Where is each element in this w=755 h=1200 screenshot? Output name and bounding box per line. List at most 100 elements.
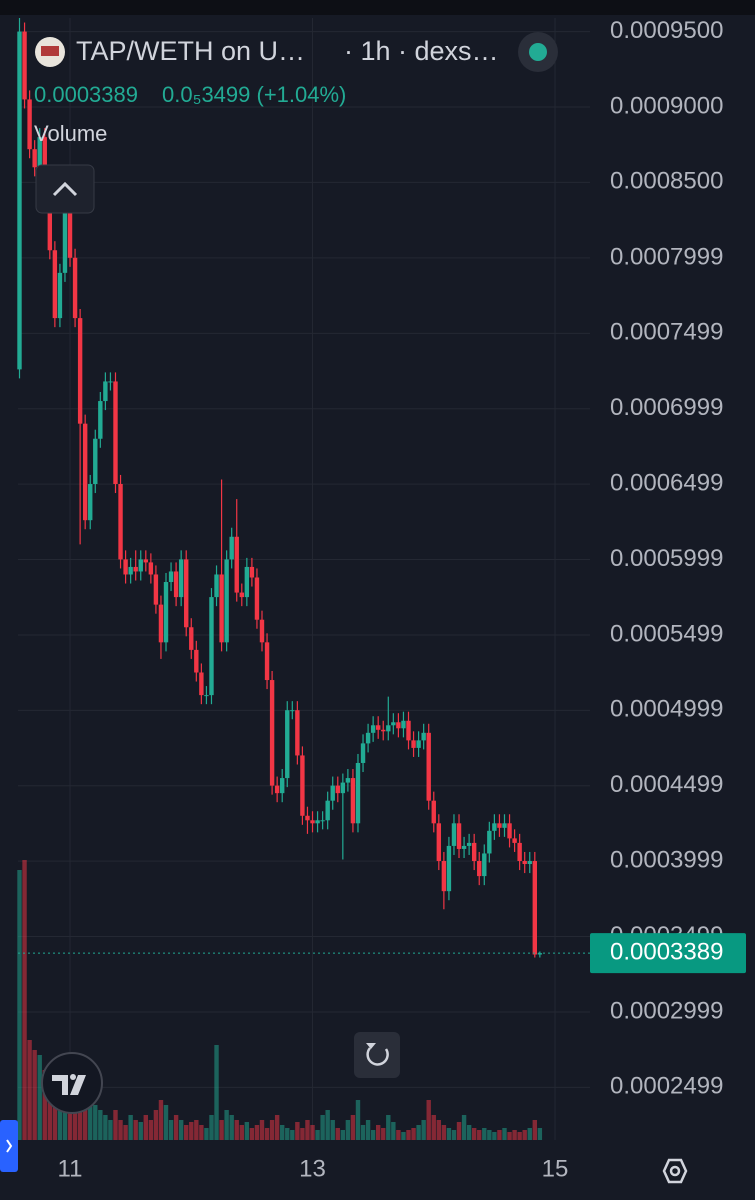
tv-logo-dot bbox=[70, 1074, 76, 1080]
volume-bar bbox=[168, 1120, 174, 1140]
volume-bar bbox=[502, 1128, 507, 1140]
collapse-button[interactable] bbox=[35, 164, 95, 214]
candle-body bbox=[153, 574, 159, 605]
volume-bar bbox=[259, 1120, 265, 1140]
candle-body bbox=[103, 381, 108, 402]
candle-body bbox=[426, 732, 431, 801]
candle-body bbox=[451, 823, 457, 846]
candle-body bbox=[234, 536, 239, 593]
candle-body bbox=[355, 762, 361, 824]
candle-body bbox=[143, 559, 148, 563]
volume-bar bbox=[441, 1125, 447, 1140]
candle-layer bbox=[17, 18, 590, 958]
candle-body bbox=[224, 559, 229, 643]
candle-body bbox=[305, 815, 310, 821]
volume-bar bbox=[451, 1130, 457, 1140]
volume-bar bbox=[482, 1128, 487, 1140]
candle-body bbox=[477, 861, 482, 877]
volume-bar bbox=[406, 1130, 411, 1140]
candle-body bbox=[93, 438, 98, 484]
y-tick-label: 0.0007499 bbox=[610, 319, 723, 346]
candle-body bbox=[446, 845, 452, 892]
candle-body bbox=[280, 778, 285, 794]
volume-bar bbox=[456, 1122, 462, 1140]
y-tick-label: 0.0006999 bbox=[610, 394, 723, 421]
volume-bar bbox=[173, 1115, 179, 1140]
candle-body bbox=[269, 680, 275, 786]
candle-body bbox=[98, 401, 103, 439]
candle-body bbox=[335, 785, 340, 794]
volume-bar bbox=[492, 1132, 497, 1140]
volume-bar bbox=[17, 870, 22, 1140]
volume-layer bbox=[17, 860, 543, 1140]
tv-logo[interactable] bbox=[41, 1052, 103, 1114]
volume-bar bbox=[108, 1120, 113, 1140]
volume-bar bbox=[280, 1125, 285, 1140]
candle-body bbox=[537, 953, 543, 955]
volume-bar bbox=[123, 1125, 128, 1140]
volume-bar bbox=[103, 1115, 108, 1140]
status-strip bbox=[0, 0, 755, 15]
candle-body bbox=[431, 800, 436, 824]
candle-body bbox=[199, 672, 204, 696]
candle-body bbox=[320, 820, 325, 822]
candle-body bbox=[411, 740, 416, 748]
y-tick-label: 0.0006499 bbox=[610, 469, 723, 496]
candle-body bbox=[133, 566, 138, 572]
volume-bar bbox=[461, 1115, 467, 1140]
volume-bar bbox=[320, 1115, 325, 1140]
candle-body bbox=[325, 800, 330, 821]
volume-bar bbox=[189, 1122, 194, 1140]
candle-body bbox=[406, 720, 411, 741]
volume-bar bbox=[244, 1122, 250, 1140]
candle-body bbox=[219, 574, 224, 643]
symbol-title: TAP/WETH on U… bbox=[76, 36, 305, 66]
candle-body bbox=[72, 257, 78, 319]
volume-bar bbox=[416, 1125, 421, 1140]
candle-body bbox=[178, 559, 184, 598]
volume-bar bbox=[507, 1132, 512, 1140]
y-tick-label: 0.0002499 bbox=[610, 1073, 723, 1100]
x-tick-label: 15 bbox=[542, 1155, 569, 1182]
volume-bar bbox=[305, 1120, 310, 1140]
y-tick-label: 0.0004499 bbox=[610, 771, 723, 798]
volume-bar bbox=[204, 1128, 209, 1140]
volume-bar bbox=[335, 1128, 340, 1140]
volume-bar bbox=[381, 1128, 386, 1140]
candle-body bbox=[386, 725, 391, 732]
y-tick-label: 0.0005499 bbox=[610, 620, 723, 647]
volume-bar bbox=[310, 1125, 315, 1140]
y-tick-label: 0.0007999 bbox=[610, 243, 723, 270]
reset-button[interactable] bbox=[354, 1032, 400, 1078]
candle-body bbox=[350, 778, 356, 824]
candle-body bbox=[365, 732, 371, 744]
candle-body bbox=[340, 782, 346, 794]
candle-body bbox=[57, 272, 63, 319]
volume-bar bbox=[138, 1122, 143, 1140]
candle-body bbox=[471, 842, 477, 862]
token-logo-mark bbox=[41, 46, 59, 56]
last-price-tag bbox=[590, 933, 746, 974]
candle-body bbox=[285, 710, 290, 779]
y-tick-label: 0.0005999 bbox=[610, 545, 723, 572]
candle-body bbox=[67, 205, 73, 258]
candle-body bbox=[330, 785, 335, 801]
candle-body bbox=[391, 722, 396, 726]
volume-bar bbox=[532, 1120, 538, 1140]
tv-logo-mark bbox=[52, 1075, 86, 1095]
volume-bar bbox=[178, 1120, 184, 1140]
candle-body bbox=[118, 483, 123, 560]
candle-body bbox=[482, 853, 487, 877]
candle-body bbox=[416, 740, 421, 748]
candle-body bbox=[375, 725, 381, 730]
candle-body bbox=[497, 823, 502, 828]
side-tab[interactable] bbox=[0, 1120, 18, 1172]
volume-bar bbox=[330, 1120, 335, 1140]
candle-body bbox=[527, 861, 532, 865]
settings-button[interactable] bbox=[662, 1158, 688, 1184]
candle-body bbox=[214, 574, 219, 598]
volume-bar bbox=[264, 1128, 270, 1140]
candle-body bbox=[370, 725, 376, 733]
